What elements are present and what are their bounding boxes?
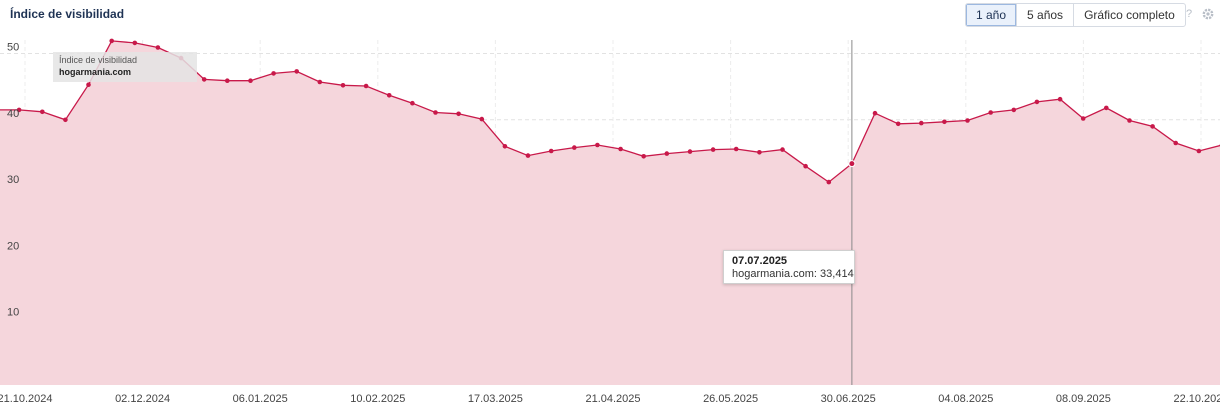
data-point[interactable]	[386, 93, 392, 98]
data-point[interactable]	[988, 110, 993, 115]
data-point[interactable]	[225, 78, 230, 83]
series-area	[0, 40, 1220, 385]
data-point[interactable]	[16, 107, 22, 113]
data-point[interactable]	[248, 78, 253, 83]
tooltip-value: hogarmania.com: 33,414	[732, 268, 854, 280]
y-tick-label: 30	[7, 174, 19, 186]
y-tick-label: 20	[7, 240, 19, 252]
data-point[interactable]	[63, 117, 68, 123]
data-point[interactable]	[317, 79, 323, 85]
range-button-group: 1 año 5 años Gráfico completo	[965, 3, 1186, 27]
data-point[interactable]	[687, 149, 693, 154]
data-point[interactable]	[965, 118, 970, 123]
data-point[interactable]	[1173, 140, 1178, 146]
help-icon[interactable]: ?	[1185, 8, 1193, 20]
data-point[interactable]	[548, 148, 554, 154]
chart-area-layer	[0, 40, 1220, 385]
x-tick-label: 26.05.2025	[703, 393, 758, 405]
legend-domain: hogarmania.com	[59, 67, 132, 77]
data-point[interactable]	[40, 109, 45, 115]
data-point[interactable]	[1011, 107, 1017, 113]
y-tick-label: 40	[7, 108, 19, 120]
data-point[interactable]	[919, 120, 924, 126]
x-tick-label: 22.10.2025	[1173, 393, 1220, 405]
x-tick-label: 30.06.2025	[821, 393, 876, 405]
data-point[interactable]	[271, 71, 276, 76]
data-point[interactable]	[155, 45, 161, 50]
chart-line-layer	[0, 40, 1220, 183]
data-point[interactable]	[433, 110, 438, 115]
x-tick-label: 06.01.2025	[233, 393, 288, 405]
data-point[interactable]	[86, 82, 91, 87]
range-5-years-button[interactable]: 5 años	[1017, 4, 1075, 26]
data-point-highlighted[interactable]	[848, 160, 856, 168]
x-tick-label: 02.12.2024	[115, 393, 170, 405]
chart-tooltip: 07.07.2025 hogarmania.com: 33,414	[723, 250, 855, 284]
data-point[interactable]	[294, 69, 300, 74]
data-point[interactable]	[757, 150, 762, 155]
tooltip-date: 07.07.2025	[732, 255, 788, 267]
data-point[interactable]	[525, 153, 531, 158]
data-point[interactable]	[733, 146, 739, 152]
data-point[interactable]	[803, 163, 808, 169]
x-tick-label: 17.03.2025	[468, 393, 523, 405]
data-point[interactable]	[618, 146, 623, 152]
x-tick-label: 21.10.2024	[0, 393, 53, 405]
data-point[interactable]	[132, 40, 138, 46]
data-point[interactable]	[780, 147, 785, 152]
y-tick-label: 10	[7, 307, 19, 319]
data-point[interactable]	[340, 83, 346, 88]
x-tick-label: 04.08.2025	[938, 393, 993, 405]
chart-points	[16, 38, 1220, 185]
series-line	[0, 40, 1220, 183]
data-point[interactable]	[1104, 105, 1109, 111]
data-point[interactable]	[664, 151, 670, 156]
series-legend[interactable]: Índice de visibilidad hogarmania.com	[53, 52, 197, 82]
data-point[interactable]	[410, 100, 415, 106]
data-point[interactable]	[456, 111, 461, 117]
range-full-chart-button[interactable]: Gráfico completo	[1084, 8, 1175, 22]
legend-series-title: Índice de visibilidad	[59, 55, 138, 65]
data-point[interactable]	[363, 83, 369, 89]
gear-icon[interactable]	[1201, 7, 1215, 21]
data-point[interactable]	[710, 147, 716, 152]
x-axis-ticks: 21.10.2024 02.12.2024 06.01.2025 10.02.2025…	[0, 393, 1220, 405]
data-point[interactable]	[641, 154, 646, 159]
data-point[interactable]	[895, 121, 901, 127]
x-tick-label: 21.04.2025	[585, 393, 640, 405]
data-point[interactable]	[1080, 116, 1086, 121]
data-point[interactable]	[1150, 124, 1155, 129]
data-point[interactable]	[572, 145, 577, 150]
data-point[interactable]	[1034, 99, 1040, 105]
y-axis-ticks: 10 20 30 40 50	[7, 42, 19, 319]
data-point[interactable]	[109, 38, 114, 44]
data-point[interactable]	[479, 116, 485, 122]
x-tick-label: 10.02.2025	[350, 393, 405, 405]
data-point[interactable]	[942, 119, 947, 125]
data-point[interactable]	[872, 110, 878, 116]
data-point[interactable]	[201, 77, 207, 82]
data-point[interactable]	[1127, 118, 1132, 123]
data-point[interactable]	[826, 179, 832, 185]
data-point[interactable]	[1196, 148, 1202, 154]
chart-title: Índice de visibilidad	[10, 7, 125, 21]
y-tick-label: 50	[7, 42, 19, 54]
range-1-year-button[interactable]: 1 año	[966, 4, 1018, 26]
x-tick-label: 08.09.2025	[1056, 393, 1111, 405]
data-point[interactable]	[1057, 96, 1063, 102]
data-point[interactable]	[502, 144, 508, 149]
data-point[interactable]	[595, 142, 600, 148]
